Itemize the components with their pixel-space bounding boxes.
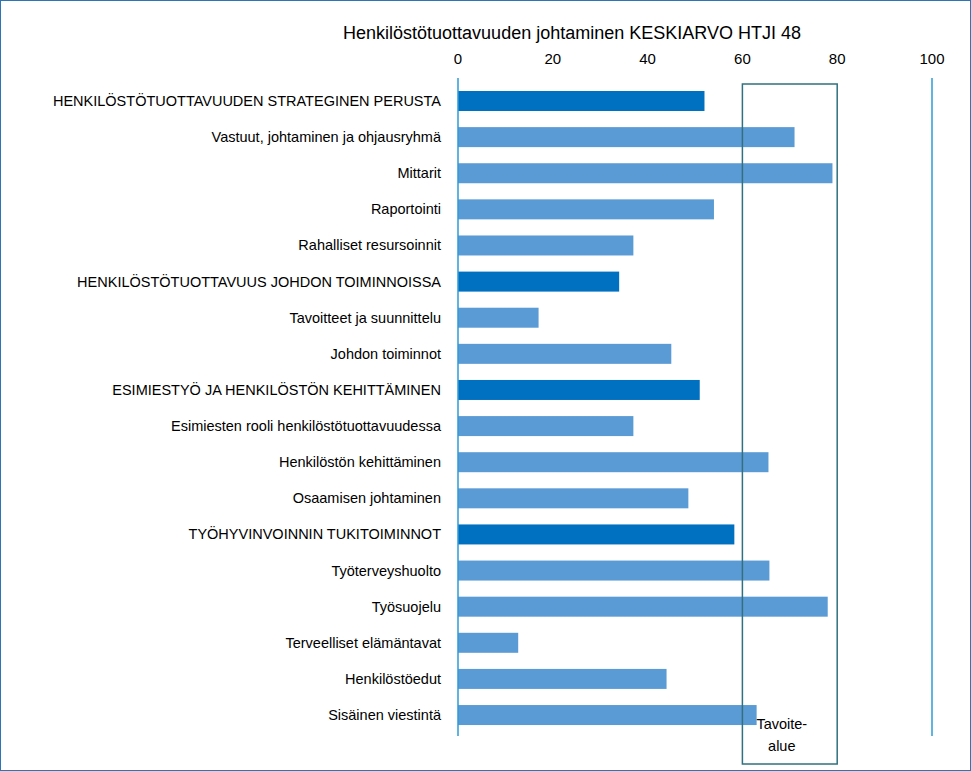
- category-label: ESIMIESTYÖ JA HENKILÖSTÖN KEHITTÄMINEN: [112, 381, 441, 398]
- bar: [458, 597, 828, 617]
- bar: [458, 705, 757, 725]
- category-label: Henkilöstön kehittäminen: [279, 454, 441, 470]
- x-tick-label: 60: [734, 50, 751, 67]
- category-label: Raportointi: [371, 201, 441, 217]
- target-label: Tavoite-: [756, 716, 807, 732]
- bar: [458, 235, 633, 255]
- category-label: Työterveyshuolto: [331, 563, 441, 579]
- x-tick-label: 40: [639, 50, 656, 67]
- axis-line: [931, 78, 933, 736]
- category-label: Rahalliset resursoinnit: [298, 237, 441, 253]
- bar: [458, 380, 700, 400]
- bar: [458, 669, 667, 689]
- category-label: HENKILÖSTÖTUOTTAVUUS JOHDON TOIMINNOISSA: [77, 273, 441, 290]
- target-label: alue: [768, 738, 795, 754]
- category-label: Osaamisen johtaminen: [293, 490, 441, 506]
- category-label: Henkilöstöedut: [345, 671, 441, 687]
- x-tick-label: 0: [454, 50, 462, 67]
- x-tick-label: 80: [829, 50, 846, 67]
- bar: [458, 488, 688, 508]
- chart-frame: [1, 1, 971, 771]
- bar: [458, 163, 832, 183]
- x-tick-label: 100: [919, 50, 944, 67]
- bars: [458, 91, 832, 725]
- bar: [458, 452, 768, 472]
- bar: [458, 91, 704, 111]
- bar: [458, 308, 539, 328]
- bar: [458, 199, 714, 219]
- chart: Henkilöstötuottavuuden johtaminen KESKIA…: [0, 0, 971, 771]
- bar: [458, 561, 769, 581]
- category-label: Tavoitteet ja suunnittelu: [289, 310, 441, 326]
- category-label: TYÖHYVINVOINNIN TUKITOIMINNOT: [189, 525, 442, 542]
- bar: [458, 344, 671, 364]
- bar: [458, 127, 795, 147]
- bar: [458, 633, 518, 653]
- axis-line: [457, 78, 459, 736]
- bar: [458, 416, 633, 436]
- category-label: Vastuut, johtaminen ja ohjausryhmä: [212, 129, 442, 145]
- category-label: Terveelliset elämäntavat: [285, 635, 441, 651]
- category-label: Mittarit: [398, 165, 442, 181]
- chart-title: Henkilöstötuottavuuden johtaminen KESKIA…: [343, 23, 801, 43]
- target-area: [742, 84, 837, 764]
- category-label: Johdon toiminnot: [331, 346, 441, 362]
- category-label: Esimiesten rooli henkilöstötuottavuudess…: [171, 418, 442, 434]
- bar: [458, 272, 619, 292]
- x-tick-label: 20: [544, 50, 561, 67]
- bar: [458, 524, 734, 544]
- category-label: Sisäinen viestintä: [328, 707, 442, 723]
- category-label: HENKILÖSTÖTUOTTAVUUDEN STRATEGINEN PERUS…: [53, 92, 441, 109]
- category-label: Työsuojelu: [372, 599, 441, 615]
